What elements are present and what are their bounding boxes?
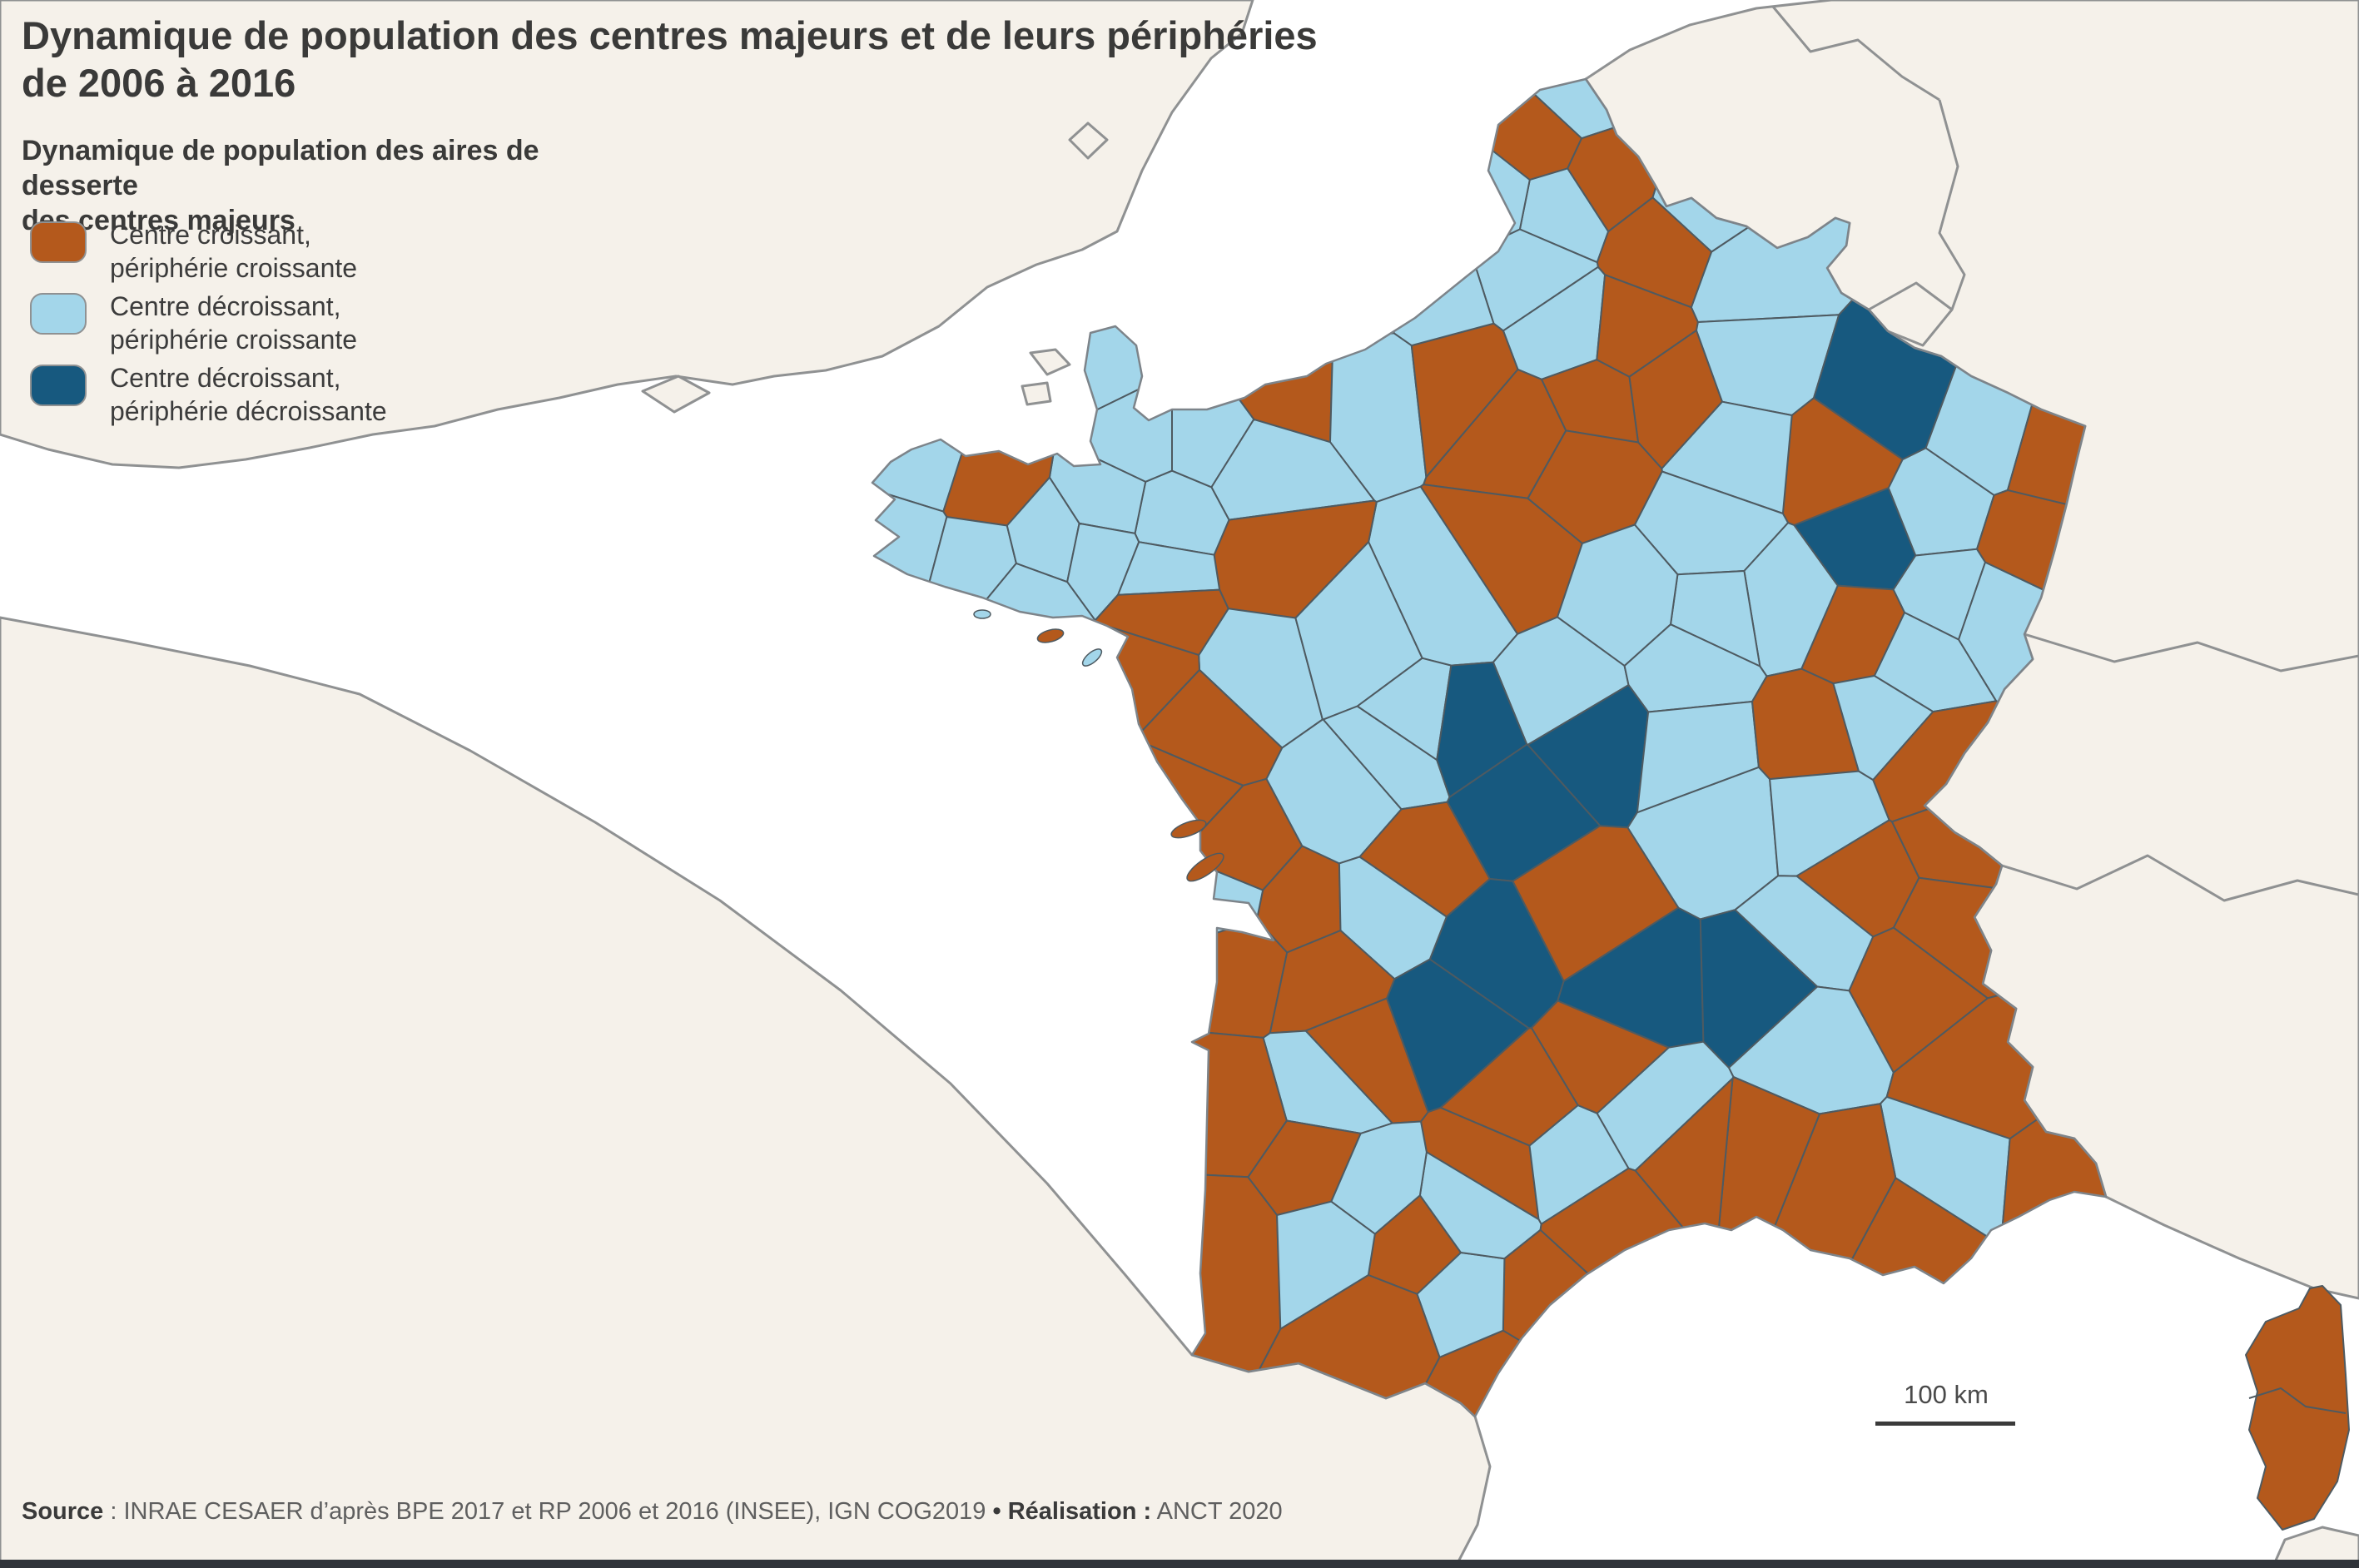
legend-label-line2: périphérie croissante (110, 325, 358, 355)
source-line: Source : INRAE CESAER d’après BPE 2017 e… (22, 1498, 2019, 1526)
legend-item-center-declining-periphery-declining: Centre décroissant, périphérie décroissa… (30, 361, 387, 428)
legend-label: Centre décroissant, périphérie croissant… (110, 290, 357, 356)
legend-label-line1: Centre décroissant, (110, 363, 341, 393)
legend-label-line2: périphérie décroissante (110, 396, 387, 426)
coastal-island (1186, 852, 1224, 882)
legend-swatch-lightblue (30, 293, 87, 335)
coastal-island (1081, 648, 1103, 667)
isle-of-wight (641, 375, 711, 414)
coastal-island (973, 609, 991, 619)
map-region[interactable] (1418, 1151, 1542, 1260)
page-title-line1: Dynamique de population des centres maje… (22, 13, 1318, 57)
scalebar-line (1875, 1422, 2015, 1426)
page-title-line2: de 2006 à 2016 (22, 61, 296, 105)
scalebar-label: 100 km (1904, 1380, 1989, 1409)
switzerland-italy-border (2001, 854, 2359, 902)
source-label: Source (22, 1498, 104, 1525)
coastal-island (1036, 628, 1065, 643)
legend-label: Centre croissant, périphérie croissante (110, 218, 357, 285)
page-title: Dynamique de population des centres maje… (22, 12, 1320, 107)
legend-label: Centre décroissant, périphérie décroissa… (110, 361, 387, 428)
legend-label-line1: Centre croissant, (110, 220, 311, 250)
realisation-text: ANCT 2020 (1151, 1498, 1283, 1525)
channel-island-jersey (1021, 381, 1052, 406)
legend-item-center-growing: Centre croissant, périphérie croissante (30, 218, 357, 285)
legend-swatch-orange (30, 221, 87, 263)
map-region[interactable] (1276, 1200, 1376, 1330)
coastal-island (1170, 819, 1207, 839)
germany-switzerland-border (2024, 633, 2359, 672)
corsica-internal-border (2248, 1387, 2347, 1414)
england-landmass (0, 0, 1254, 469)
legend-label-line1: Centre décroissant, (110, 291, 341, 321)
channel-island-guernsey (1029, 348, 1071, 376)
corsica-region[interactable] (2245, 1285, 2350, 1531)
luxembourg-border (1868, 281, 1954, 347)
belgium-germany-border (1938, 99, 1966, 310)
legend-title-line1: Dynamique de population des aires de des… (22, 135, 539, 201)
coastal-islands-layer (973, 609, 1224, 882)
source-bullet: • (992, 1498, 1008, 1525)
footer-bar (0, 1560, 2359, 1568)
realisation-label: Réalisation : (1007, 1498, 1152, 1525)
kent-islet (1068, 122, 1109, 160)
source-text: : INRAE CESAER d’après BPE 2017 et RP 20… (103, 1498, 993, 1525)
belgium-netherlands-border (1771, 6, 1940, 102)
legend-label-line2: périphérie croissante (110, 253, 358, 283)
legend-swatch-darkblue (30, 365, 87, 406)
legend-item-center-declining-periphery-growing: Centre décroissant, périphérie croissant… (30, 290, 357, 356)
map-region[interactable] (1541, 359, 1639, 444)
